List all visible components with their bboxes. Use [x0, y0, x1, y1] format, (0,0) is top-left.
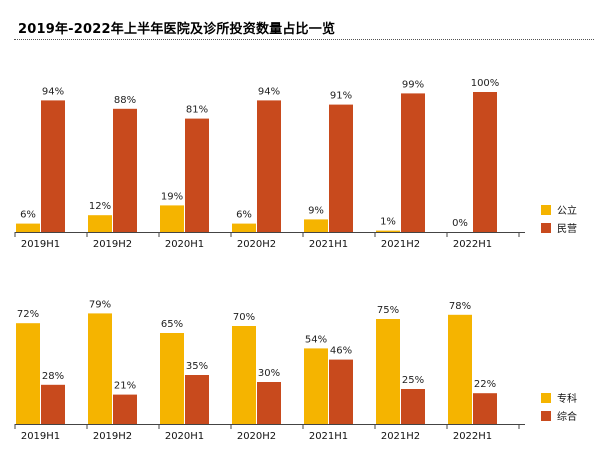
data-label-1-2020H2-公立: 6%: [236, 210, 252, 221]
data-label-2-2021H1-专科: 54%: [305, 334, 327, 345]
category-label-2-2022H1: 2022H1: [453, 431, 492, 442]
data-label-1-2019H1-民营: 94%: [42, 86, 64, 97]
category-label-1-2019H1: 2019H1: [21, 239, 60, 250]
bar-2-2019H2-综合: [113, 394, 137, 424]
category-label-1-2019H2: 2019H2: [93, 239, 132, 250]
bar-2-2021H1-综合: [329, 359, 353, 424]
category-label-2-2019H1: 2019H1: [21, 431, 60, 442]
category-label-1-2021H2: 2021H2: [381, 239, 420, 250]
bar-2-2020H2-综合: [257, 382, 281, 424]
legend-label-1-公立: 公立: [557, 204, 577, 217]
bar-2-2019H1-综合: [41, 384, 65, 424]
category-label-1-2020H2: 2020H2: [237, 239, 276, 250]
data-label-2-2019H2-综合: 21%: [114, 381, 136, 392]
bar-1-2022H1-民营: [473, 92, 497, 232]
category-label-2-2021H2: 2021H2: [381, 431, 420, 442]
data-label-1-2019H2-民营: 88%: [114, 95, 136, 106]
data-label-1-2021H2-公立: 1%: [380, 217, 396, 228]
bar-1-2020H1-公立: [160, 205, 184, 232]
bar-1-2019H1-公立: [16, 223, 40, 232]
bar-2-2019H1-专科: [16, 323, 40, 424]
bar-2-2020H2-专科: [232, 326, 256, 424]
data-label-2-2019H1-专科: 72%: [17, 309, 39, 320]
bar-1-2019H2-公立: [88, 215, 112, 232]
data-label-2-2021H2-综合: 25%: [402, 375, 424, 386]
data-label-2-2019H2-专科: 79%: [89, 299, 111, 310]
data-label-2-2020H2-专科: 70%: [233, 312, 255, 323]
bar-2-2019H2-专科: [88, 313, 112, 424]
data-label-2-2019H1-综合: 28%: [42, 371, 64, 382]
bar-2-2020H1-专科: [160, 333, 184, 424]
bar-1-2020H2-民营: [257, 100, 281, 233]
category-label-1-2020H1: 2020H1: [165, 239, 204, 250]
bar-2-2020H1-综合: [185, 375, 209, 424]
bar-1-2020H1-民营: [185, 118, 209, 232]
legend-swatch-1-公立: [541, 205, 551, 215]
data-label-2-2020H2-综合: 30%: [258, 368, 280, 379]
data-label-2-2020H1-专科: 65%: [161, 319, 183, 330]
category-label-2-2021H1: 2021H1: [309, 431, 348, 442]
data-label-2-2021H2-专科: 75%: [377, 305, 399, 316]
chart-title: 2019年-2022年上半年医院及诊所投资数量占比一览: [18, 22, 336, 37]
data-label-2-2022H1-综合: 22%: [474, 379, 496, 390]
bar-1-2021H1-公立: [304, 219, 328, 232]
legend-label-1-民营: 民营: [557, 222, 577, 235]
data-label-1-2020H2-民营: 94%: [258, 86, 280, 97]
category-label-1-2022H1: 2022H1: [453, 239, 492, 250]
category-label-1-2021H1: 2021H1: [309, 239, 348, 250]
bar-1-2021H1-民营: [329, 104, 353, 232]
bar-1-2020H2-公立: [232, 223, 256, 232]
legend-label-2-综合: 综合: [557, 410, 577, 423]
data-label-2-2021H1-综合: 46%: [330, 346, 352, 357]
bar-2-2021H2-专科: [376, 319, 400, 424]
data-label-1-2019H2-公立: 12%: [89, 201, 111, 212]
legend-swatch-1-民营: [541, 223, 551, 233]
bar-2-2022H1-综合: [473, 393, 497, 424]
category-label-2-2019H2: 2019H2: [93, 431, 132, 442]
data-label-1-2021H2-民营: 99%: [402, 79, 424, 90]
bar-1-2021H2-民营: [401, 93, 425, 233]
data-label-1-2020H1-民营: 81%: [186, 105, 208, 116]
data-label-2-2022H1-专科: 78%: [449, 301, 471, 312]
category-label-2-2020H2: 2020H2: [237, 431, 276, 442]
bar-2-2021H2-综合: [401, 389, 425, 424]
category-label-2-2020H1: 2020H1: [165, 431, 204, 442]
bar-1-2019H2-民营: [113, 108, 137, 232]
data-label-1-2021H1-公立: 9%: [308, 205, 324, 216]
bar-1-2019H1-民营: [41, 100, 65, 233]
bar-1-2021H2-公立: [376, 230, 400, 232]
title-divider: [14, 39, 594, 40]
data-label-1-2021H1-民营: 91%: [330, 91, 352, 102]
legend-label-2-专科: 专科: [557, 392, 577, 405]
bar-2-2022H1-专科: [448, 314, 472, 424]
data-label-1-2022H1-民营: 100%: [471, 78, 500, 89]
data-label-1-2020H1-公立: 19%: [161, 191, 183, 202]
data-label-2-2020H1-综合: 35%: [186, 361, 208, 372]
data-label-1-2022H1-公立: 0%: [452, 218, 468, 229]
bar-2-2021H1-专科: [304, 348, 328, 424]
data-label-1-2019H1-公立: 6%: [20, 210, 36, 221]
legend-swatch-2-综合: [541, 411, 551, 421]
legend-swatch-2-专科: [541, 393, 551, 403]
